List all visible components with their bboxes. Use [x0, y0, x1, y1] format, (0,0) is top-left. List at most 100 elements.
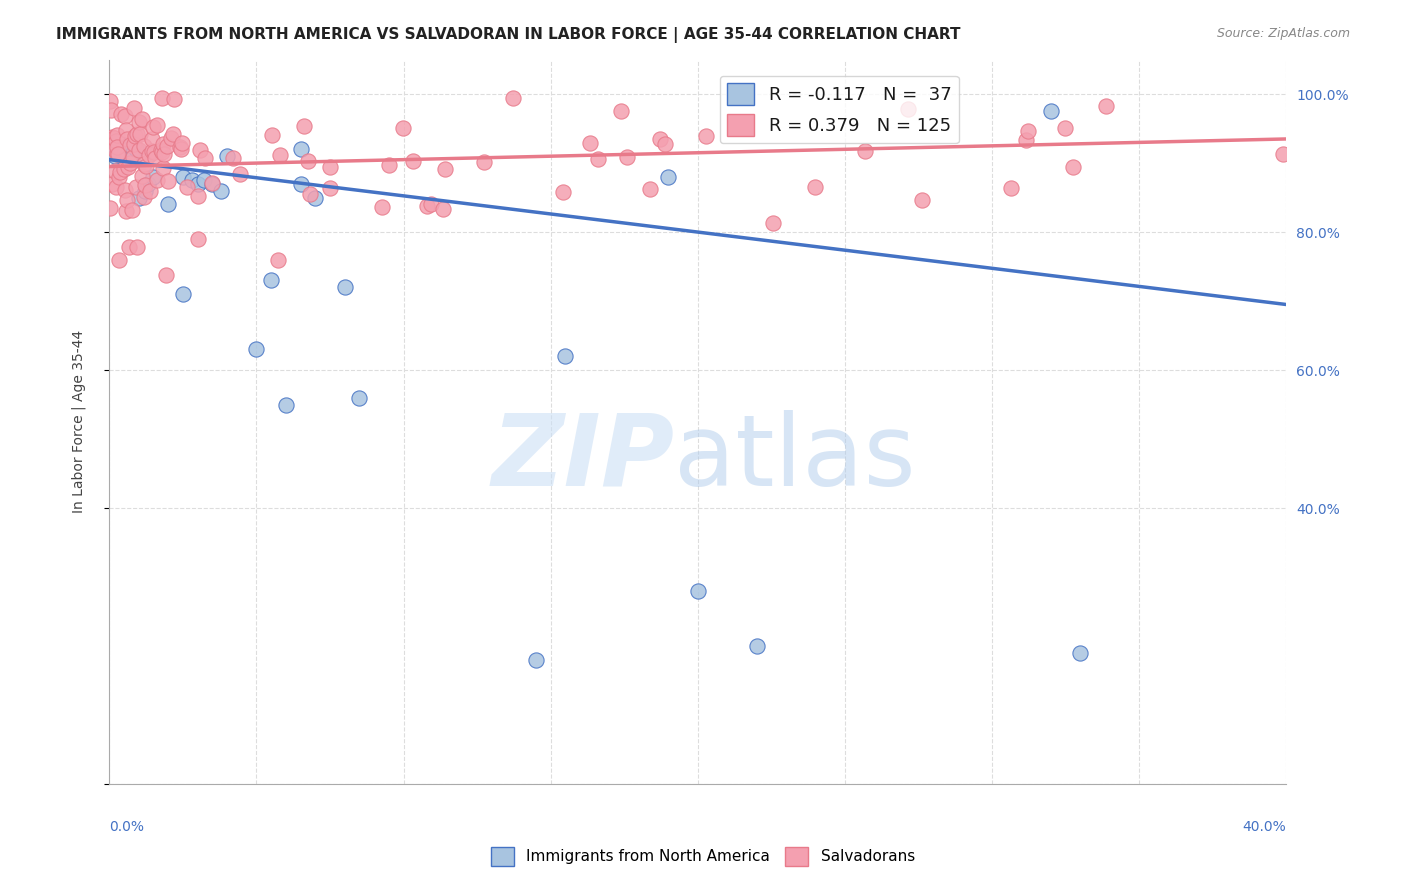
Point	[1331, 147, 1354, 161]
Point	[434, 161, 457, 176]
Point	[128, 143, 150, 157]
Point	[1094, 99, 1116, 113]
Point	[1000, 181, 1022, 195]
Point	[209, 184, 232, 198]
Point	[112, 145, 135, 160]
Point	[371, 200, 394, 214]
Point	[201, 177, 224, 191]
Point	[650, 132, 672, 146]
Point	[157, 174, 180, 188]
Point	[114, 109, 136, 123]
Point	[215, 149, 238, 163]
Point	[114, 183, 136, 197]
Point	[299, 186, 322, 201]
Point	[153, 147, 176, 161]
Point	[392, 120, 415, 135]
Text: 0.0%: 0.0%	[110, 821, 145, 834]
Point	[170, 136, 193, 151]
Point	[143, 145, 166, 160]
Text: 40.0%: 40.0%	[1243, 821, 1286, 834]
Point	[187, 189, 209, 203]
Point	[128, 115, 150, 129]
Point	[118, 240, 141, 254]
Point	[502, 90, 524, 104]
Point	[180, 173, 202, 187]
Point	[432, 202, 454, 217]
Text: IMMIGRANTS FROM NORTH AMERICA VS SALVADORAN IN LABOR FORCE | AGE 35-44 CORRELATI: IMMIGRANTS FROM NORTH AMERICA VS SALVADO…	[56, 27, 960, 43]
Point	[135, 160, 157, 174]
Point	[762, 216, 785, 230]
Point	[159, 130, 181, 145]
Point	[616, 150, 638, 164]
Point	[1054, 120, 1077, 135]
Point	[1272, 146, 1295, 161]
Point	[122, 145, 145, 160]
Point	[333, 280, 356, 294]
Point	[141, 144, 163, 158]
Point	[141, 131, 163, 145]
Point	[120, 137, 142, 152]
Point	[170, 142, 193, 156]
Point	[104, 149, 127, 163]
Point	[110, 107, 132, 121]
Point	[105, 134, 128, 148]
Point	[349, 391, 371, 405]
Point	[128, 191, 150, 205]
Point	[554, 349, 576, 363]
Point	[114, 204, 136, 219]
Point	[134, 178, 156, 193]
Text: ZIP: ZIP	[491, 409, 675, 507]
Point	[131, 169, 153, 183]
Point	[101, 139, 124, 153]
Point	[115, 149, 138, 163]
Point	[127, 240, 149, 254]
Point	[122, 101, 145, 115]
Point	[100, 103, 122, 117]
Point	[610, 104, 633, 119]
Point	[201, 176, 224, 190]
Point	[804, 180, 827, 194]
Point	[105, 128, 128, 142]
Point	[103, 142, 125, 156]
Point	[911, 193, 934, 207]
Point	[150, 91, 173, 105]
Point	[143, 151, 166, 165]
Point	[142, 120, 165, 134]
Point	[118, 142, 141, 156]
Point	[222, 151, 245, 165]
Point	[1324, 169, 1347, 183]
Point	[162, 127, 184, 141]
Point	[103, 164, 125, 178]
Point	[122, 136, 145, 151]
Point	[267, 252, 290, 267]
Point	[139, 184, 162, 198]
Point	[274, 398, 297, 412]
Point	[188, 143, 211, 157]
Point	[654, 136, 676, 151]
Point	[121, 149, 143, 163]
Point	[695, 128, 717, 143]
Point	[105, 140, 128, 154]
Point	[172, 287, 194, 301]
Point	[108, 164, 131, 178]
Point	[134, 190, 156, 204]
Point	[104, 180, 127, 194]
Point	[1017, 124, 1039, 138]
Point	[415, 199, 437, 213]
Point	[290, 177, 312, 191]
Point	[318, 180, 340, 194]
Point	[262, 128, 284, 142]
Point	[101, 130, 124, 145]
Point	[105, 147, 128, 161]
Point	[107, 147, 129, 161]
Point	[134, 184, 156, 198]
Point	[125, 180, 148, 194]
Point	[524, 653, 547, 667]
Point	[125, 127, 148, 141]
Point	[292, 120, 315, 134]
Point	[146, 173, 169, 187]
Point	[117, 160, 139, 174]
Point	[897, 102, 920, 116]
Point	[156, 138, 179, 153]
Point	[1015, 133, 1038, 147]
